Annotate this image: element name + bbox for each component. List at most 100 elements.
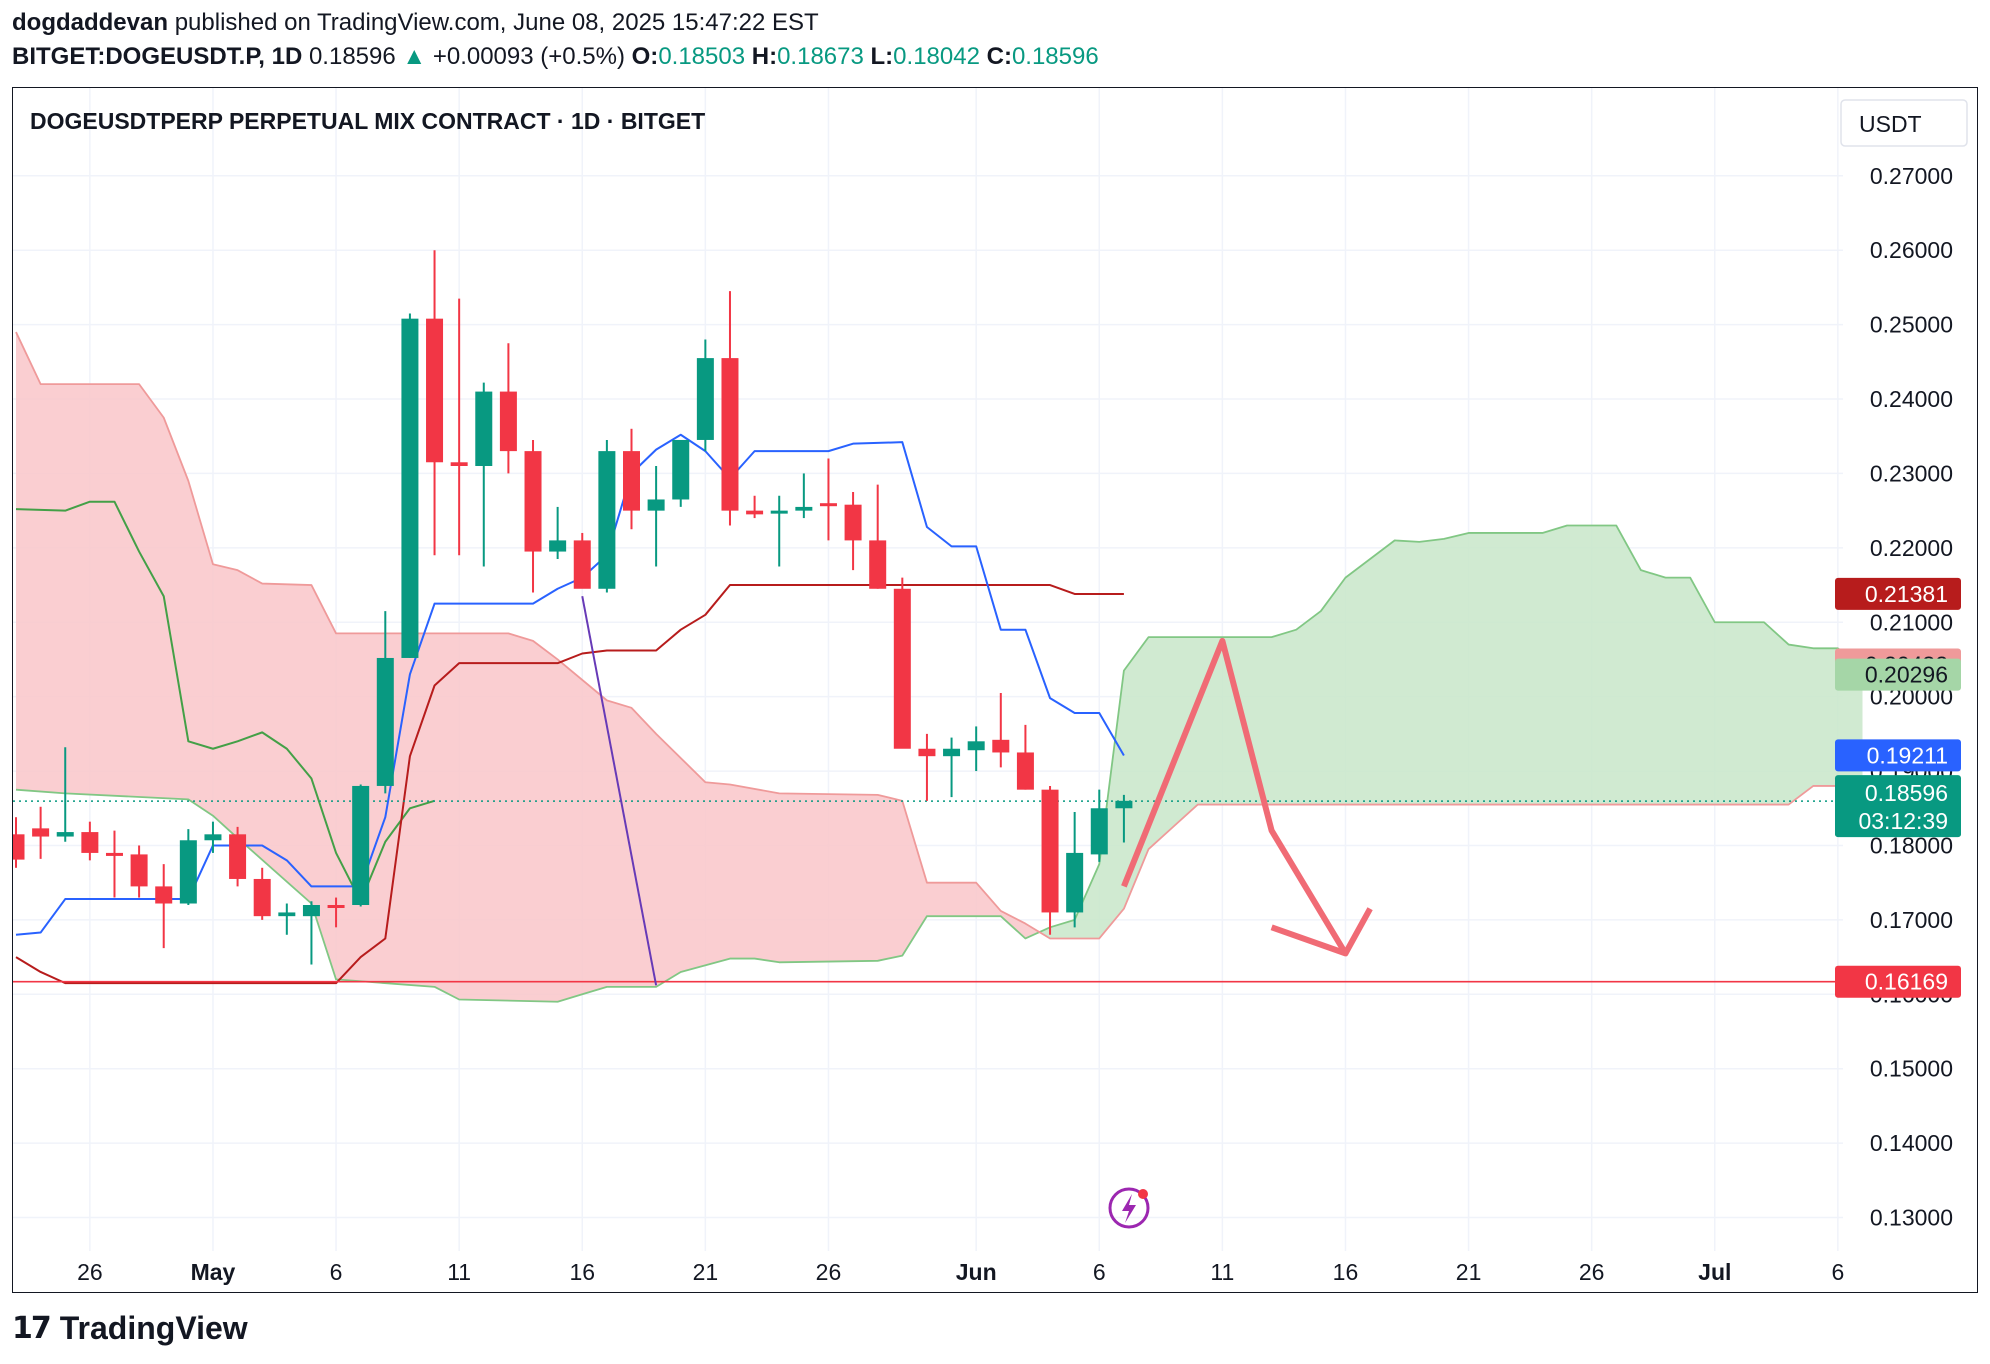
candlestick bbox=[401, 313, 419, 658]
last-price-label-box bbox=[1835, 775, 1961, 838]
last-price: 0.18596 bbox=[308, 43, 396, 70]
candle-body bbox=[1041, 789, 1059, 913]
candle-body bbox=[32, 828, 50, 837]
price-label-box bbox=[1835, 658, 1961, 691]
candlestick bbox=[1115, 794, 1133, 843]
candlestick bbox=[1041, 785, 1059, 935]
low-value: 0.18042 bbox=[893, 43, 980, 70]
candle-body bbox=[352, 785, 370, 906]
candle-body bbox=[746, 510, 764, 515]
price-chart[interactable]: 0.27000 0.26000 0.25000 0.24000 0.23000 0.220… bbox=[13, 88, 1977, 1292]
lightning-icon[interactable] bbox=[1108, 1187, 1150, 1229]
last-price-value: 0.18596 bbox=[1865, 780, 1948, 806]
high-label: H: bbox=[751, 43, 778, 70]
axis-price-label: 0.20296 bbox=[1835, 658, 1961, 691]
candlestick bbox=[278, 903, 296, 935]
x-tick-label: 11 bbox=[1210, 1259, 1234, 1285]
author-name[interactable]: dogdaddevan bbox=[12, 9, 169, 36]
axis-price-label: 0.21381 bbox=[1835, 577, 1961, 610]
y-tick-label: 0.17000 bbox=[1870, 907, 1953, 933]
candle-body bbox=[770, 510, 788, 514]
chart-frame[interactable]: 0.27000 0.26000 0.25000 0.24000 0.23000 0.220… bbox=[12, 87, 1978, 1293]
candle-body bbox=[844, 504, 862, 541]
candlestick bbox=[13, 817, 25, 868]
candle-body bbox=[1066, 852, 1084, 913]
price-label-box bbox=[1835, 739, 1961, 772]
candle-body bbox=[647, 499, 665, 511]
ohlc-line: BITGET:DOGEUSDT.P, 1D 0.18596 ▲ +0.00093… bbox=[12, 40, 1972, 74]
candlestick bbox=[155, 864, 173, 949]
ichimoku-cloud-bearish bbox=[16, 332, 1040, 1002]
candlestick bbox=[130, 845, 148, 898]
candle-body bbox=[795, 506, 813, 511]
low-label: L: bbox=[870, 43, 894, 70]
price-label-text: 0.20296 bbox=[1865, 662, 1948, 688]
candlestick bbox=[499, 343, 517, 474]
ichimoku-cloud-bullish bbox=[1039, 525, 1863, 939]
candlestick bbox=[352, 784, 370, 907]
candle-body bbox=[1115, 800, 1133, 809]
currency-label: USDT bbox=[1859, 111, 1922, 137]
up-arrow-icon: ▲ bbox=[402, 43, 427, 70]
price-change: +0.00093 (+0.5%) bbox=[432, 43, 625, 70]
candlestick bbox=[376, 611, 394, 794]
open-value: 0.18503 bbox=[658, 43, 746, 70]
candlestick bbox=[524, 439, 542, 593]
candlestick bbox=[623, 428, 640, 530]
y-tick-label: 0.14000 bbox=[1870, 1130, 1953, 1156]
close-value: 0.18596 bbox=[1011, 43, 1099, 70]
candle-body bbox=[1090, 808, 1108, 855]
candlestick bbox=[893, 577, 911, 749]
candle-body bbox=[105, 852, 123, 856]
candlestick bbox=[327, 897, 345, 928]
candle-body bbox=[893, 588, 911, 749]
candlestick bbox=[598, 439, 616, 593]
chart-header: dogdaddevan published on TradingView.com… bbox=[12, 6, 1972, 74]
candle-body bbox=[499, 391, 517, 452]
x-tick-label: 16 bbox=[1333, 1259, 1359, 1285]
candlestick bbox=[56, 747, 74, 842]
price-label-text: 0.16169 bbox=[1865, 969, 1948, 995]
candle-body bbox=[918, 748, 936, 757]
trend-line bbox=[581, 596, 658, 986]
candlestick bbox=[918, 733, 936, 801]
candlestick bbox=[819, 458, 837, 541]
x-tick-label: Jun bbox=[956, 1259, 997, 1285]
publish-line: dogdaddevan published on TradingView.com… bbox=[12, 6, 1972, 40]
candle-body bbox=[13, 834, 25, 860]
y-tick-label: 0.24000 bbox=[1870, 386, 1953, 412]
candle-body bbox=[623, 451, 640, 511]
x-tick-label: 26 bbox=[77, 1259, 103, 1285]
candlestick bbox=[302, 901, 320, 965]
candle-body bbox=[376, 657, 394, 786]
currency-button[interactable]: USDT bbox=[1840, 99, 1968, 147]
candlestick bbox=[1016, 724, 1034, 790]
candle-body bbox=[155, 886, 173, 904]
x-tick-label: Jul bbox=[1698, 1259, 1731, 1285]
tenkan-sen-line bbox=[15, 433, 1125, 936]
candle-body bbox=[327, 905, 345, 909]
price-label-text: 0.21381 bbox=[1865, 581, 1948, 607]
symbol-label: BITGET:DOGEUSDT.P, 1D bbox=[12, 43, 303, 70]
candle-body bbox=[56, 832, 74, 837]
candle-body bbox=[1016, 752, 1034, 790]
candle-body bbox=[869, 540, 887, 589]
candlestick bbox=[549, 506, 567, 560]
candle-body bbox=[426, 318, 444, 463]
candle-body bbox=[253, 878, 271, 917]
y-tick-label: 0.22000 bbox=[1870, 535, 1953, 561]
candlestick bbox=[967, 726, 985, 772]
candle-body bbox=[450, 462, 468, 466]
price-label-box bbox=[1835, 577, 1961, 610]
tradingview-logo[interactable]: 17 TradingView bbox=[12, 1308, 248, 1348]
candlestick bbox=[647, 465, 665, 567]
candlestick bbox=[204, 821, 222, 853]
candlestick bbox=[696, 339, 714, 452]
close-label: C: bbox=[986, 43, 1012, 70]
candle-body bbox=[524, 451, 542, 552]
candlestick bbox=[746, 495, 764, 519]
senkou-span-b-line bbox=[15, 331, 1863, 940]
candlestick bbox=[721, 291, 739, 526]
candlestick bbox=[450, 298, 468, 556]
